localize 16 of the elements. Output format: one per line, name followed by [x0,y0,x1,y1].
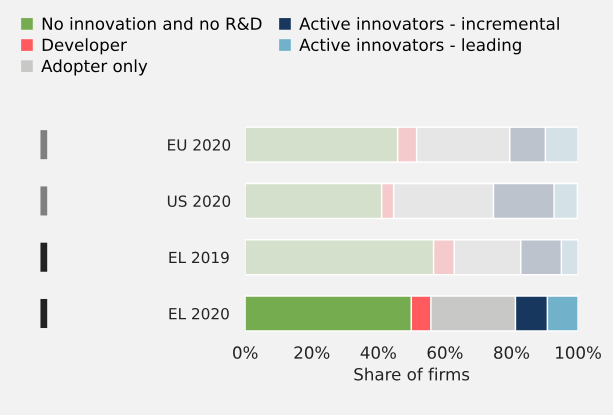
y-tick-label: EL 2020 [169,308,229,320]
legend-label: Active innovators - leading [299,38,521,54]
x-tick-label: 60% [428,346,463,359]
x-tick-label: 0% [233,346,258,359]
legend-label: Adopter only [41,59,148,76]
legend-label: Active innovators - incremental [299,17,559,30]
x-tick-label: 80% [494,346,530,359]
legend-label: Developer [42,38,127,54]
y-tick-label: EL 2019 [169,252,229,264]
y-tick-label: EU 2020 [168,139,230,151]
x-axis-title: Share of firms [354,368,470,381]
x-tick-label: 40% [360,346,396,359]
x-tick-label: 20% [294,346,330,359]
y-tick-label: US 2020 [168,195,230,207]
x-tick-label: 100% [556,346,601,359]
legend-label: No innovation and no R&D [42,17,262,30]
